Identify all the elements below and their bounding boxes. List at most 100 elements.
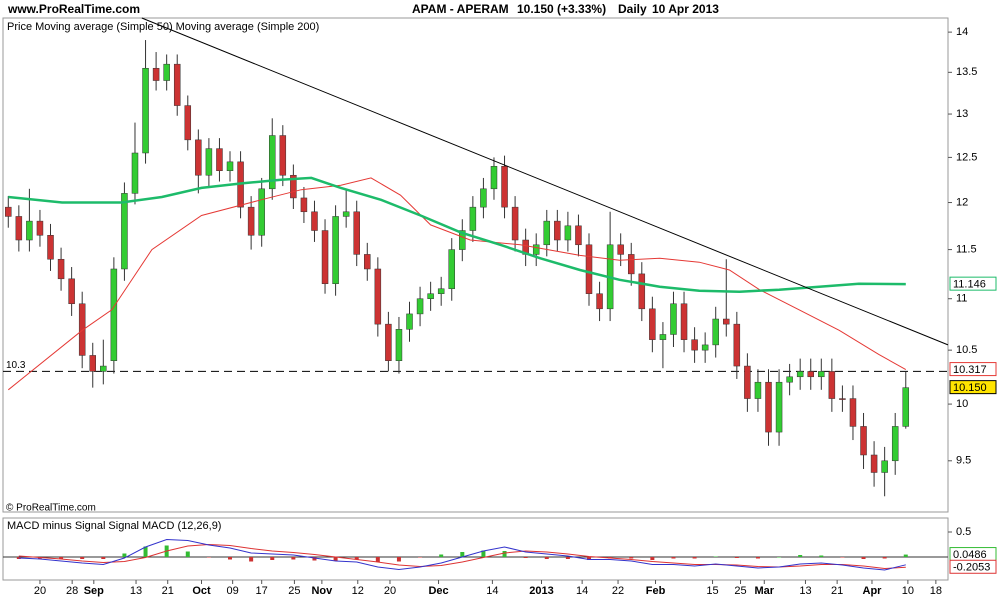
candle-body [712, 318, 719, 346]
candle-body [57, 258, 65, 280]
candle-body [226, 161, 234, 172]
candle-body [36, 220, 44, 236]
price-panel [2, 17, 949, 513]
candle-body [490, 166, 498, 190]
candle-body [849, 398, 857, 427]
candle-body [268, 135, 276, 190]
histogram-bar [734, 557, 739, 558]
value-box [949, 276, 997, 291]
candle-body [617, 244, 624, 255]
histogram-bar [777, 557, 782, 558]
histogram-bar [840, 557, 845, 558]
candle-body [554, 220, 561, 241]
candle-body [406, 313, 413, 330]
candle-body [395, 329, 403, 361]
candle-body [163, 63, 170, 81]
copyright: © ProRealTime.com [6, 503, 96, 514]
candle-body [839, 398, 846, 400]
candle-body [860, 426, 867, 456]
candle-body [121, 193, 128, 270]
support-label: 10.3 [6, 360, 26, 371]
candle-body [110, 268, 118, 361]
y-tick-label: 10.5 [956, 344, 977, 356]
x-tick-label: 20 [34, 585, 46, 597]
histogram-bar [882, 557, 887, 559]
x-tick-label: Apr [863, 585, 883, 597]
candle-body [342, 211, 350, 217]
candle-body [543, 220, 551, 246]
candle-body [659, 334, 667, 340]
x-tick-label: Mar [754, 585, 774, 597]
site-name: www.ProRealTime.com [7, 2, 140, 16]
candle-body [427, 293, 434, 299]
candle-body [501, 166, 508, 208]
y-tick-label: 14 [956, 26, 968, 38]
legend-entry: Moving average (Simple 200) [176, 21, 320, 33]
value-box-label: 11.146 [953, 279, 986, 291]
candle-body [437, 288, 445, 294]
x-tick-label: 10 [902, 585, 914, 597]
candle-body [754, 381, 762, 399]
histogram-bar [629, 557, 634, 559]
candle-body [142, 67, 149, 154]
histogram-bar [587, 557, 592, 560]
candle-body [596, 293, 603, 310]
x-tick-label: 21 [831, 585, 843, 597]
y-tick-label: 9.5 [956, 455, 971, 467]
histogram-bar [312, 557, 317, 561]
candle-body [796, 371, 804, 378]
candle-body [701, 344, 709, 351]
candle-body [480, 188, 487, 208]
candle-body [205, 148, 213, 176]
histogram-bar [375, 557, 380, 562]
x-tick-label: 22 [612, 585, 624, 597]
candle-body [173, 63, 181, 106]
histogram-bar [903, 554, 908, 557]
histogram-bar [565, 557, 570, 559]
candle-body [448, 249, 455, 289]
candle-body [775, 381, 783, 433]
x-tick-label: 21 [162, 585, 174, 597]
candle-body [26, 220, 33, 241]
macd-line [18, 543, 906, 570]
candle-body [828, 371, 836, 399]
candle-body [78, 303, 86, 356]
candle-body [184, 105, 192, 141]
histogram-bar [692, 557, 697, 559]
value-box-label: 0.0486 [953, 549, 987, 561]
candle-body [733, 323, 741, 367]
x-tick-label: 13 [799, 585, 811, 597]
x-tick-label: Dec [428, 585, 448, 597]
x-tick-label: 12 [352, 585, 364, 597]
candle-body [5, 206, 12, 217]
value-box [949, 559, 997, 574]
x-tick-label: Feb [646, 585, 666, 597]
instrument: APAM - APERAM [412, 2, 509, 16]
legend-entry: MACD minus Signal [7, 520, 105, 532]
histogram-bar [80, 557, 85, 559]
histogram-bar [418, 557, 423, 558]
histogram-bar [481, 550, 486, 557]
x-tick-label: 28 [66, 585, 78, 597]
histogram-bar [544, 557, 549, 559]
moving-average [8, 176, 906, 293]
x-tick-label: 25 [734, 585, 746, 597]
y-tick-label: 13.5 [956, 66, 977, 78]
candle-body [332, 216, 339, 285]
candle-body [627, 254, 635, 275]
candle-body [902, 387, 910, 427]
x-tick-label: 18 [930, 585, 942, 597]
y-tick-label: 13 [956, 108, 968, 120]
candle-body [744, 365, 751, 399]
y-tick-label: 11 [956, 293, 967, 305]
candle-body [532, 244, 540, 255]
x-tick-label: 14 [576, 585, 588, 597]
y-tick-label: 10 [956, 398, 968, 410]
x-tick-label: 09 [227, 585, 239, 597]
candle-body [290, 174, 297, 199]
candle-body [585, 244, 593, 294]
histogram-bar [798, 555, 803, 557]
histogram-bar [523, 557, 528, 558]
